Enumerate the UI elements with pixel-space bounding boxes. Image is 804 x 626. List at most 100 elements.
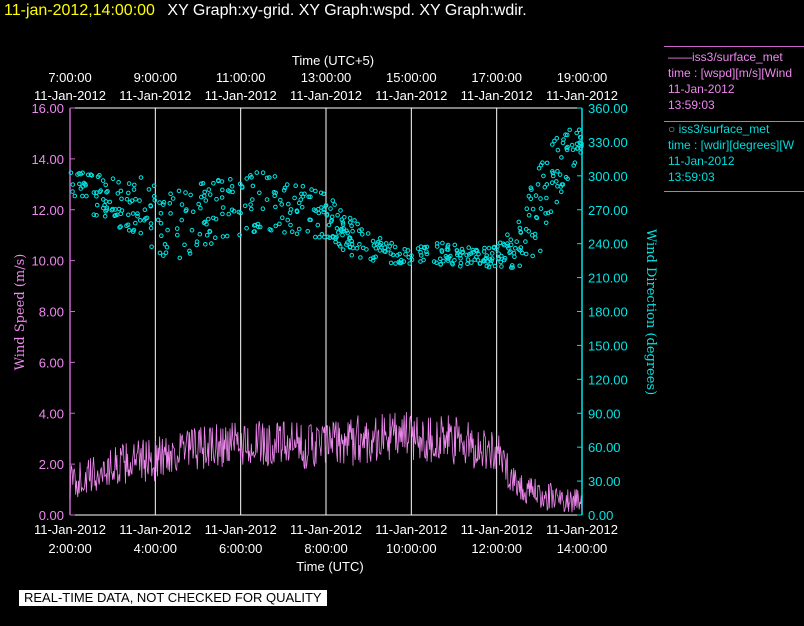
wdir-point [91, 212, 97, 217]
wdir-point [458, 256, 463, 261]
wdir-point [248, 202, 253, 207]
wdir-point [388, 260, 394, 266]
wdir-point [322, 234, 327, 240]
wdir-point [496, 256, 501, 262]
wdir-point [279, 202, 285, 207]
wdir-point [305, 229, 311, 234]
wdir-point [188, 192, 193, 198]
legend-wspd-time: 13:59:03 [668, 98, 715, 112]
wdir-point [72, 193, 78, 199]
y-tick-label-4: 8.00 [39, 305, 64, 320]
top-tick-time-0: 7:00:00 [48, 70, 91, 85]
quality-warning-banner: REAL-TIME DATA, NOT CHECKED FOR QUALITY [19, 590, 327, 606]
wdir-point [219, 179, 225, 184]
wdir-point [552, 138, 557, 144]
wdir-point [555, 184, 560, 189]
wdir-point [422, 244, 428, 250]
wdir-point [133, 220, 138, 226]
legend-wdir-time: 13:59:03 [668, 170, 715, 184]
wdir-point [330, 234, 336, 239]
wdir-point [207, 192, 213, 197]
wdir-point [105, 189, 110, 194]
wdir-point [418, 259, 423, 264]
wdir-point [424, 249, 429, 254]
wdir-point [395, 253, 400, 258]
bottom-tick-time-3: 8:00:00 [304, 541, 347, 556]
wdir-point [115, 191, 121, 196]
wdir-point [538, 196, 543, 201]
wdir-point [565, 176, 570, 182]
wdir-point [80, 193, 85, 199]
wdir-point [94, 213, 99, 218]
legend-wspd-name: iss3/surface_met [692, 50, 783, 64]
wdir-point [444, 255, 450, 261]
wdir-point [561, 137, 566, 142]
wdir-point [350, 245, 356, 251]
y2-tick-label-3: 90.00 [588, 406, 621, 421]
wdir-point [517, 225, 523, 231]
wdir-point [403, 252, 408, 257]
wdir-point [273, 190, 278, 196]
wdir-point [163, 250, 169, 255]
wdir-point [211, 215, 216, 221]
wdir-point [159, 233, 164, 238]
wdir-point [316, 210, 322, 216]
wdir-point [555, 169, 560, 174]
wdir-point [313, 188, 318, 194]
wdir-point [227, 189, 232, 194]
wdir-point [505, 243, 510, 249]
bottom-axis-label: Time (UTC) [296, 559, 363, 574]
wdir-point [220, 187, 225, 193]
wdir-point [319, 232, 325, 237]
wdir-point [543, 220, 549, 226]
wdir-point [499, 253, 504, 259]
y2-tick-label-5: 150.00 [588, 338, 628, 353]
wdir-point [526, 212, 532, 218]
wdir-point [393, 261, 398, 266]
wdir-point [377, 242, 383, 248]
wdir-point [315, 222, 321, 228]
wdir-point [454, 248, 460, 253]
wdir-point [536, 165, 542, 171]
wdir-point [237, 232, 242, 238]
wdir-point [484, 253, 490, 258]
wdir-point [251, 229, 257, 234]
wdir-point [88, 172, 94, 177]
wdir-point [196, 201, 201, 207]
wdir-point [162, 242, 168, 247]
wdir-point [278, 197, 283, 203]
wdir-point [126, 181, 132, 186]
wdir-point [287, 210, 293, 216]
header-timestamp: 11-jan-2012,14:00:00 [4, 2, 155, 19]
legend-wdir: ○ iss3/surface_met time : [wdir][degrees… [664, 119, 804, 192]
wdir-point [340, 232, 345, 238]
y-tick-label-8: 16.00 [31, 101, 64, 116]
wdir-point [94, 202, 100, 208]
wdir-point [149, 244, 154, 250]
wdir-point [202, 219, 208, 225]
wdir-point [137, 218, 143, 223]
wdir-point [476, 251, 481, 257]
wdir-point [358, 255, 363, 260]
top-tick-date-0: 11-Jan-2012 [34, 88, 106, 103]
wdir-point [157, 200, 162, 205]
wdir-point [452, 242, 458, 248]
wdir-point [533, 193, 539, 198]
wdir-point [415, 246, 421, 251]
wdir-point [170, 196, 176, 201]
wdir-point [559, 189, 564, 194]
wdir-point [101, 197, 106, 202]
header-graph-list: XY Graph:xy-grid. XY Graph:wspd. XY Grap… [167, 2, 527, 19]
wdir-point [505, 232, 510, 237]
wdir-point [359, 227, 364, 232]
wdir-point [349, 241, 355, 247]
wdir-point [189, 227, 195, 233]
wdir-point [313, 234, 318, 240]
wdir-point [142, 207, 148, 212]
wdir-point [457, 253, 463, 258]
wdir-point [177, 255, 183, 261]
wdir-point [286, 201, 291, 207]
wdir-point [569, 142, 575, 148]
wdir-point [347, 235, 353, 241]
wdir-point [578, 145, 583, 151]
